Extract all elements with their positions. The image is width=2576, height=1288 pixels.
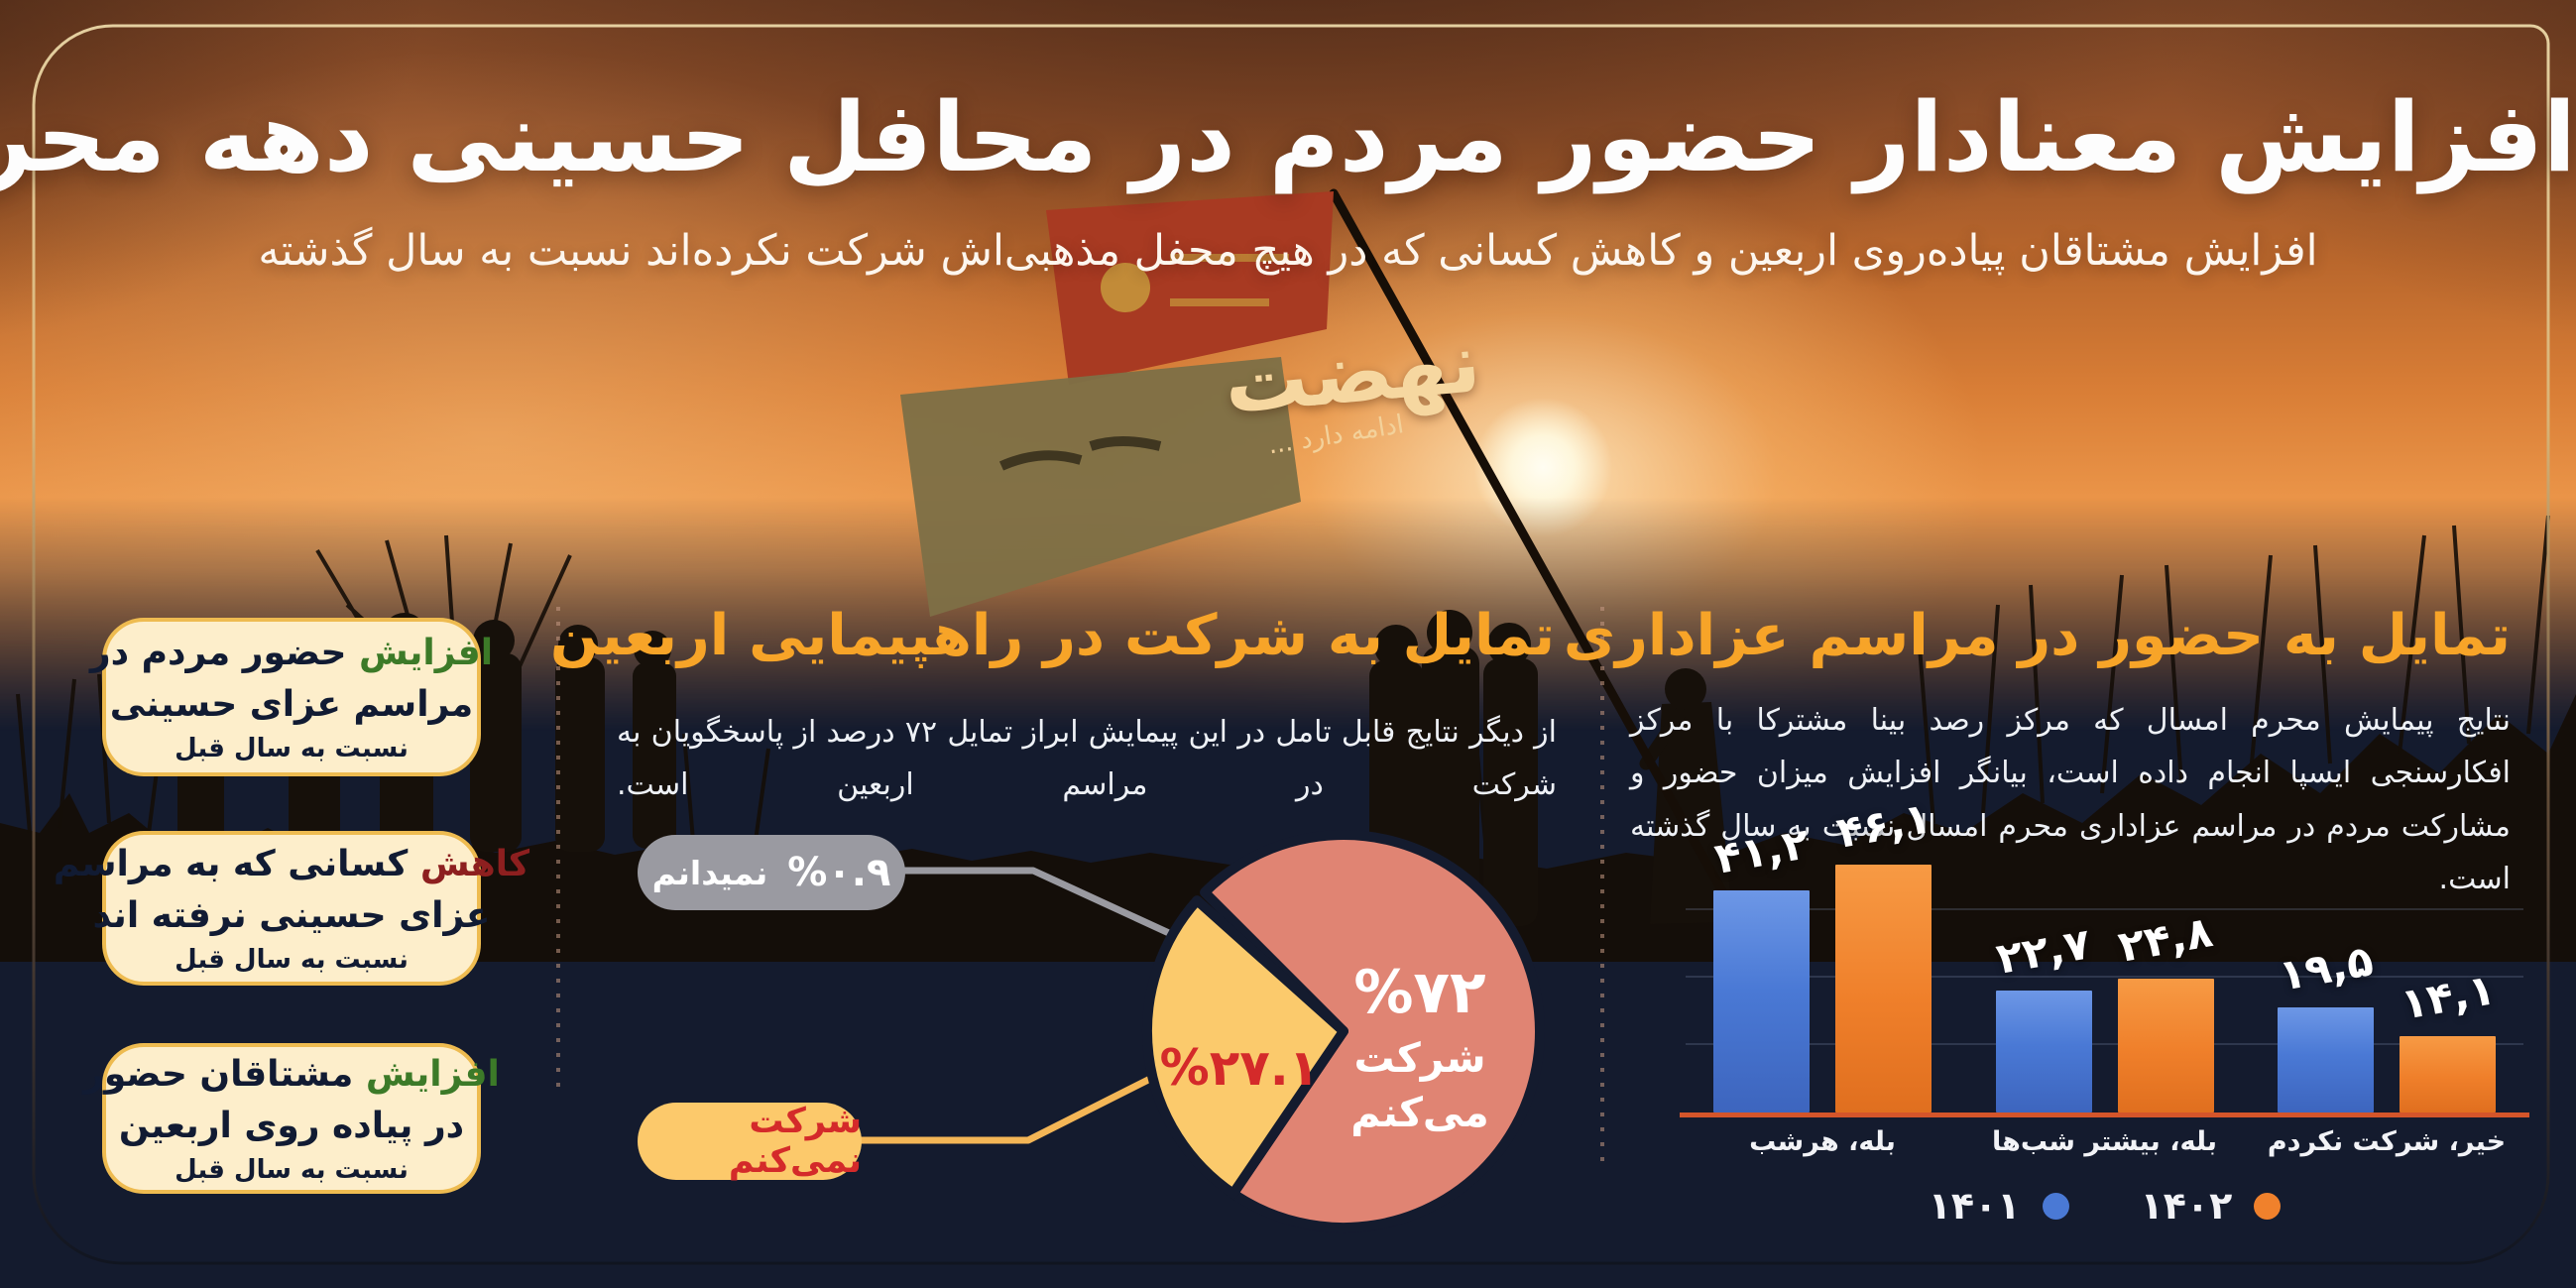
highlight-line3: نسبت به سال قبل <box>175 945 409 975</box>
pie-chart <box>1142 830 1545 1233</box>
legend-item-۱۴۰۱: ۱۴۰۱ <box>1929 1184 2069 1228</box>
bar-۱۴۰۲-0 <box>1835 865 1932 1112</box>
bar-۱۴۰۲-2 <box>2400 1036 2496 1112</box>
bar-۱۴۰۱-2 <box>2278 1007 2374 1112</box>
bar-wrap: ۴۶,۱ <box>1832 793 1934 1112</box>
bar-chart-baseline <box>1680 1112 2529 1117</box>
keyword-decrease: کاهش <box>419 843 530 884</box>
page-title: افزایش معنادار حضور مردم در محافل حسینی … <box>0 81 2576 193</box>
bar-value-label: ۲۴,۸ <box>2114 907 2217 973</box>
pie-agree-label-line1: شرکت <box>1353 1034 1486 1082</box>
highlight-line2: مراسم عزای حسینی <box>109 683 474 725</box>
bar-group-0: ۴۱,۲ ۴۶,۱ بله، هرشب <box>1710 793 1934 1157</box>
highlight-box-arbaeen-up: افزایش مشتاقان حضور در پیاده روی اربعین … <box>83 1043 500 1194</box>
keyword-increase: افزایش <box>359 632 494 673</box>
highlight-line1-rest: مشتاقان حضور <box>83 1053 354 1095</box>
pie-agree-label: شرکت می‌کنم <box>1311 1031 1529 1141</box>
pie-disagree-value: %۲۷.۱ <box>1159 1039 1320 1097</box>
highlight-line2: در پیاده روی اربعین <box>118 1105 465 1146</box>
pie-disagree-label: شرکت نمی‌کنم <box>728 1102 862 1181</box>
brand-logo: نهضت ادامه دارد ... <box>1221 313 1484 460</box>
bar-۱۴۰۲-1 <box>2117 979 2214 1112</box>
highlight-line3: نسبت به سال قبل <box>175 734 409 763</box>
bar-group-2: ۱۹,۵ ۱۴,۱ خیر، شرکت نکردم <box>2268 840 2506 1157</box>
bar-chart-legend: ۱۴۰۱ ۱۴۰۲ <box>1686 1184 2523 1228</box>
highlight-line1: کاهش کسانی که به مراسم <box>54 839 529 890</box>
highlight-box-nonattendees-down: کاهش کسانی که به مراسم عزای حسینی نرفته … <box>54 831 529 986</box>
bar-۱۴۰۱-1 <box>1995 991 2092 1112</box>
legend-label: ۱۴۰۲ <box>2140 1184 2233 1228</box>
disagree-callout-line <box>861 1072 1158 1144</box>
legend-item-۱۴۰۲: ۱۴۰۲ <box>2141 1184 2282 1228</box>
bar-wrap: ۴۱,۲ <box>1710 819 1813 1112</box>
pie-unknown-callout-pill: نمیدانم %۰.۹ <box>638 835 905 910</box>
rounded-frame-border <box>32 24 2550 1265</box>
bar-wrap: ۱۴,۱ <box>2397 965 2499 1112</box>
pie-slice-1 <box>1142 895 1348 1199</box>
pie-disagree-callout-pill: شرکت نمی‌کنم <box>638 1102 862 1181</box>
bar-section-title: تمایل به حضور در مراسم عزاداری <box>1563 603 2511 668</box>
bar-group-1: ۲۲,۷ ۲۴,۸ بله، بیشتر شب‌ها <box>1992 840 2217 1157</box>
bar-category-label: خیر، شرکت نکردم <box>2267 1126 2507 1157</box>
highlight-line1-rest: کسانی که به مراسم <box>53 843 409 884</box>
pie-section-title: تمایل به شرکت در راهپیمایی اربعین <box>549 603 1555 668</box>
bar-category-label: بله، هرشب <box>1749 1126 1896 1157</box>
bar-wrap: ۲۲,۷ <box>1993 919 2094 1112</box>
dotted-separator-right <box>1600 607 1604 1167</box>
highlight-line2: عزای حسینی نرفته اند <box>92 894 491 936</box>
olive-flag <box>900 357 1301 617</box>
bar-groups: ۴۱,۲ ۴۶,۱ بله، هرشب ۲۲,۷ ۲۴,۸ بله، بیشتر شب‌ه… <box>1686 793 2523 1157</box>
pie-unknown-value: %۰.۹ <box>787 850 891 895</box>
highlight-line1: افزایش مشتاقان حضور <box>83 1049 500 1101</box>
flag-pole <box>1329 188 1747 932</box>
page-subtitle: افزایش مشتاقان پیاده‌روی اربعین و کاهش ک… <box>258 226 2318 276</box>
bar-wrap: ۲۴,۸ <box>2115 907 2216 1112</box>
pie-agree-value: %۷۲ <box>1353 958 1486 1027</box>
arm-holding-pole <box>1639 707 1687 770</box>
highlight-line1-rest: حضور مردم در <box>89 632 347 673</box>
gridline <box>1686 976 2523 979</box>
keyword-increase: افزایش <box>365 1053 500 1095</box>
bar-category-label: بله، بیشتر شب‌ها <box>1991 1126 2218 1157</box>
pie-unknown-label: نمیدانم <box>651 853 768 892</box>
bar-chart: ۴۱,۲ ۴۶,۱ بله، هرشب ۲۲,۷ ۲۴,۸ بله، بیشتر شب‌ه… <box>1680 793 2529 1157</box>
dotted-separator-left <box>556 607 560 1088</box>
pie-section-paragraph: از دیگر نتایج قابل تامل در این پیمایش اب… <box>617 715 1558 803</box>
pie-agree-label-line2: می‌کنم <box>1350 1089 1489 1137</box>
red-flag <box>1046 191 1334 385</box>
bar-wrap: ۱۹,۵ <box>2275 936 2377 1112</box>
highlight-line3: نسبت به سال قبل <box>175 1155 409 1185</box>
gridline <box>1686 1043 2523 1046</box>
pie-slice-0 <box>1200 830 1545 1233</box>
legend-dot <box>2254 1192 2282 1220</box>
bar-section-paragraph: نتایج پیمایش محرم امسال که مرکز رصد بینا… <box>1630 703 2511 897</box>
bar-۱۴۰۱-0 <box>1713 890 1810 1112</box>
gridline <box>1686 908 2523 911</box>
legend-label: ۱۴۰۱ <box>1928 1184 2021 1228</box>
legend-dot <box>2042 1192 2069 1220</box>
highlight-box-attendance-up: افزایش حضور مردم در مراسم عزای حسینی نسب… <box>90 618 493 776</box>
highlight-line1: افزایش حضور مردم در <box>90 628 493 679</box>
